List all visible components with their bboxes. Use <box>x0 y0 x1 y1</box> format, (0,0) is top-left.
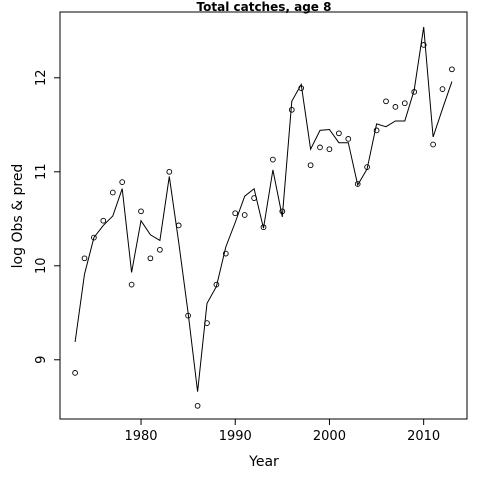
observed-point <box>430 141 436 148</box>
x-tick-label: 1990 <box>219 429 252 444</box>
observed-point <box>166 168 173 175</box>
observed-point <box>194 402 201 409</box>
y-tick-label: 12 <box>34 70 49 87</box>
x-axis: 1980 1990 2000 2010 <box>124 419 440 444</box>
y-tick-label: 11 <box>34 164 49 181</box>
observed-point <box>345 136 352 142</box>
x-tick-label: 2000 <box>313 429 346 444</box>
y-tick-label: 10 <box>34 258 49 275</box>
observed-point <box>260 224 267 231</box>
x-tick-label: 2010 <box>407 429 440 444</box>
observed-point <box>119 179 126 185</box>
observed-point <box>157 246 163 253</box>
observed-point <box>307 162 314 169</box>
observed-point <box>241 212 248 218</box>
observed-point <box>317 144 323 151</box>
observed-point <box>222 250 229 257</box>
observed-point <box>439 86 446 92</box>
observed-point <box>449 66 455 73</box>
observed-point <box>72 370 78 376</box>
observed-point <box>326 146 333 153</box>
x-axis-title: Year <box>248 454 279 470</box>
chart-title: Total catches, age 8 <box>197 0 332 14</box>
observed-point <box>147 255 154 262</box>
observed-point <box>336 130 342 137</box>
observed-point <box>91 234 97 241</box>
observed-point <box>270 156 276 163</box>
plot-frame <box>59 11 468 420</box>
observed-point <box>354 181 361 187</box>
observed-point <box>232 210 239 217</box>
y-axis: 9 10 11 12 <box>34 70 60 364</box>
observed-point <box>288 106 295 113</box>
observed-point <box>128 281 135 288</box>
observed-point <box>401 100 408 107</box>
observed-point <box>383 98 389 105</box>
x-tick-label: 1980 <box>124 429 157 444</box>
observed-point <box>373 127 380 134</box>
observed-point <box>81 255 88 262</box>
observed-point <box>109 189 116 196</box>
y-tick-label: 9 <box>34 356 49 364</box>
observed-point <box>100 217 107 224</box>
plot-area <box>72 26 455 409</box>
observed-point <box>392 104 399 110</box>
observed-point <box>138 208 144 215</box>
y-axis-title: log Obs & pred <box>10 164 26 269</box>
predicted-line <box>74 26 453 392</box>
